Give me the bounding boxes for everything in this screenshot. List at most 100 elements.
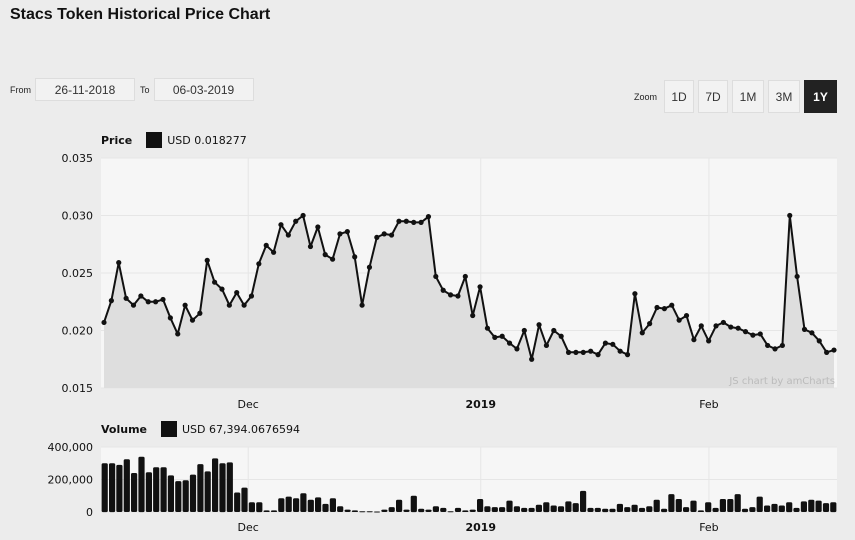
volume-bar[interactable] — [204, 471, 211, 512]
price-point[interactable] — [676, 317, 682, 323]
price-point[interactable] — [801, 326, 808, 332]
volume-bar[interactable] — [734, 494, 741, 512]
volume-bar[interactable] — [565, 501, 572, 512]
price-point[interactable] — [175, 331, 181, 337]
price-point[interactable] — [720, 319, 726, 326]
price-point[interactable] — [492, 334, 498, 340]
volume-bar[interactable] — [705, 502, 712, 513]
price-point[interactable] — [411, 219, 417, 225]
price-point[interactable] — [455, 293, 461, 299]
volume-bar[interactable] — [683, 507, 690, 512]
volume-bar[interactable] — [248, 502, 255, 513]
volume-bar[interactable] — [403, 509, 410, 512]
volume-bar[interactable] — [145, 472, 152, 512]
price-point[interactable] — [521, 327, 527, 334]
price-point[interactable] — [794, 273, 800, 280]
price-point[interactable] — [610, 341, 616, 347]
volume-bar[interactable] — [440, 507, 447, 512]
volume-bar[interactable] — [337, 506, 344, 512]
price-point[interactable] — [189, 317, 196, 323]
price-point[interactable] — [772, 346, 778, 352]
to-date-input[interactable]: 06-03-2019 — [153, 78, 254, 101]
price-point[interactable] — [669, 302, 675, 308]
volume-bar[interactable] — [381, 509, 388, 512]
volume-bar[interactable] — [815, 500, 822, 512]
volume-bar[interactable] — [418, 508, 425, 513]
price-point[interactable] — [551, 327, 557, 334]
zoom-3m-button[interactable]: 3M — [768, 80, 800, 113]
price-point[interactable] — [315, 224, 321, 230]
volume-bar[interactable] — [315, 497, 322, 512]
price-point[interactable] — [108, 298, 114, 304]
from-date-input[interactable]: 26-11-2018 — [35, 78, 135, 101]
price-point[interactable] — [300, 212, 306, 219]
volume-bar[interactable] — [550, 505, 557, 513]
price-point[interactable] — [433, 273, 439, 280]
price-point[interactable] — [219, 286, 225, 292]
price-point[interactable] — [691, 337, 697, 343]
volume-bar[interactable] — [653, 499, 660, 512]
volume-bar[interactable] — [293, 498, 300, 512]
volume-bar[interactable] — [594, 507, 601, 512]
price-point[interactable] — [447, 292, 454, 298]
price-point[interactable] — [742, 329, 749, 335]
volume-bar[interactable] — [668, 494, 675, 512]
volume-bar[interactable] — [131, 473, 138, 512]
volume-bar[interactable] — [329, 498, 336, 512]
volume-bar[interactable] — [587, 507, 594, 512]
price-point[interactable] — [145, 299, 151, 305]
price-point[interactable] — [123, 295, 129, 301]
volume-bar[interactable] — [256, 502, 263, 513]
price-point[interactable] — [595, 352, 601, 358]
volume-bar[interactable] — [631, 504, 638, 512]
price-point[interactable] — [234, 289, 240, 296]
zoom-1d-button[interactable]: 1D — [664, 80, 694, 113]
price-point[interactable] — [197, 310, 203, 316]
volume-bar[interactable] — [499, 507, 506, 512]
price-point[interactable] — [698, 323, 704, 329]
volume-bar[interactable] — [800, 501, 807, 512]
volume-bar[interactable] — [234, 492, 241, 513]
price-point[interactable] — [352, 254, 358, 260]
volume-bar[interactable] — [189, 474, 197, 512]
amcharts-credit[interactable]: JS chart by amCharts — [728, 376, 835, 387]
price-point[interactable] — [337, 231, 343, 237]
volume-bar[interactable] — [226, 462, 233, 512]
volume-bar[interactable] — [675, 499, 682, 512]
price-point[interactable] — [824, 349, 830, 355]
volume-bar[interactable] — [535, 504, 542, 512]
volume-bar[interactable] — [351, 510, 358, 512]
volume-bar[interactable] — [263, 510, 270, 512]
price-point[interactable] — [182, 302, 188, 308]
price-point[interactable] — [470, 312, 476, 319]
volume-bar[interactable] — [359, 511, 366, 513]
volume-bar[interactable] — [138, 456, 145, 513]
price-point[interactable] — [750, 332, 756, 338]
price-point[interactable] — [632, 291, 638, 297]
volume-bar[interactable] — [793, 507, 800, 512]
price-point[interactable] — [779, 342, 785, 349]
volume-bar[interactable] — [697, 510, 704, 512]
price-point[interactable] — [130, 302, 137, 308]
volume-bar[interactable] — [219, 463, 226, 513]
volume-bar[interactable] — [101, 463, 108, 513]
price-point[interactable] — [285, 232, 291, 238]
volume-bar[interactable] — [175, 481, 182, 512]
volume-bar[interactable] — [454, 507, 462, 512]
volume-bar[interactable] — [432, 506, 439, 512]
price-legend-swatch[interactable] — [146, 132, 163, 148]
price-point[interactable] — [462, 273, 468, 280]
price-point[interactable] — [359, 302, 365, 308]
volume-bar[interactable] — [646, 506, 653, 512]
volume-bar[interactable] — [469, 509, 476, 512]
volume-bar[interactable] — [167, 475, 174, 512]
volume-bar[interactable] — [741, 508, 749, 513]
volume-bar[interactable] — [727, 499, 734, 512]
price-point[interactable] — [418, 219, 424, 225]
volume-bar[interactable] — [521, 507, 528, 512]
price-point[interactable] — [654, 304, 660, 311]
volume-bar[interactable] — [366, 511, 373, 513]
price-point[interactable] — [374, 234, 380, 240]
volume-bar[interactable] — [624, 507, 631, 512]
